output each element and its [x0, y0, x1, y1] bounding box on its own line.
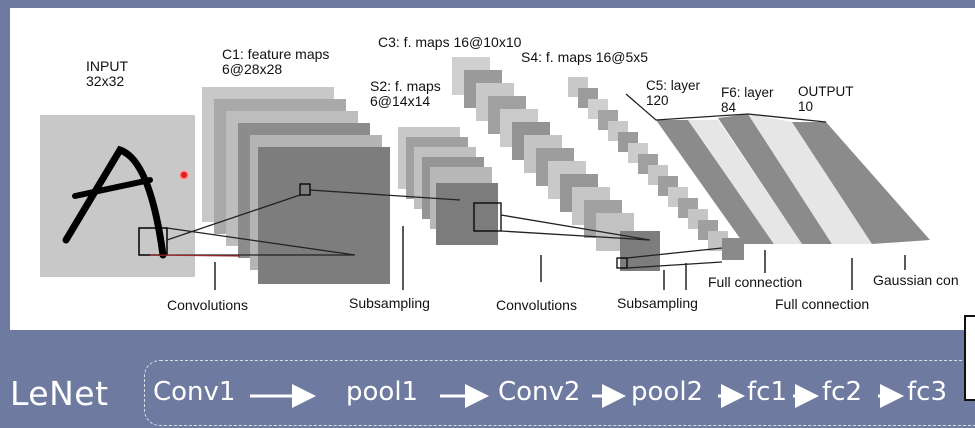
c5-label-line1: C5: layer: [646, 78, 701, 93]
s4-feature-maps: [568, 77, 744, 260]
op-conv1-label: Convolutions: [167, 297, 248, 313]
f6-label: F6: layer 84: [721, 85, 774, 115]
output-label-line2: 10: [798, 99, 814, 114]
conv2-projection: [500, 214, 651, 241]
step-fc3: fc3: [907, 377, 947, 407]
f6-layer: [718, 114, 832, 244]
op-gaussian-label: Gaussian con: [873, 272, 959, 288]
operation-ticks: [214, 226, 906, 290]
output-label-line1: OUTPUT: [798, 84, 854, 99]
input-label: INPUT 32x32: [86, 59, 128, 89]
c1-label: C1: feature maps 6@28x28: [222, 47, 329, 77]
lenet-title: LeNet: [10, 374, 109, 413]
s4-label: S4: f. maps 16@5x5: [521, 49, 649, 65]
c3-receptive-field: [616, 257, 628, 269]
pipeline-dashed-box: [144, 360, 975, 426]
input-letter-a: [62, 145, 167, 259]
qr-code-fragment: [964, 315, 975, 401]
s2-receptive-field: [473, 202, 502, 232]
input-label-line2: 32x32: [86, 73, 125, 89]
conv1-red-underline: [149, 254, 241, 257]
c1-feature-maps: [202, 87, 390, 284]
input-label-line1: INPUT: [86, 58, 128, 74]
step-conv1: Conv1: [153, 377, 236, 407]
output-layer: [792, 122, 930, 244]
c5-top-line: [625, 93, 827, 123]
c5-label: C5: layer 120: [646, 78, 700, 108]
s2-label-line2: 6@14x14: [370, 93, 431, 109]
op-fc2-label: Full connection: [775, 296, 870, 312]
input-image: [40, 115, 195, 277]
c5-layer-gap: [688, 120, 802, 244]
step-conv2: Conv2: [498, 377, 581, 407]
step-pool2: pool2: [631, 377, 704, 407]
input-letter-a-bar: [72, 177, 153, 199]
s2-label-line1: S2: f. maps: [370, 78, 441, 94]
c3-label: C3: f. maps 16@10x10: [378, 34, 522, 50]
op-sub2-label: Subsampling: [617, 295, 698, 311]
c1-receptive-field: [299, 183, 311, 196]
red-marker-dot: [179, 170, 189, 180]
sub2-projection: [626, 247, 723, 269]
c1-label-line2: 6@28x28: [222, 61, 283, 77]
c5-label-line2: 120: [646, 93, 669, 108]
step-fc1: fc1: [747, 377, 787, 407]
f6-label-line1: F6: layer: [721, 85, 774, 100]
f6-layer-gap: [748, 114, 872, 244]
step-pool1: pool1: [346, 377, 419, 407]
op-sub1-label: Subsampling: [349, 295, 430, 311]
op-fc1-label: Full connection: [708, 274, 803, 290]
f6-label-line2: 84: [721, 100, 737, 115]
step-fc2: fc2: [822, 377, 862, 407]
s2-label: S2: f. maps 6@14x14: [370, 79, 441, 109]
op-conv2-label: Convolutions: [496, 297, 577, 313]
sub1-projection: [309, 189, 461, 201]
s2-feature-maps: [398, 127, 498, 245]
c5-layer: [656, 120, 774, 244]
c1-label-line1: C1: feature maps: [222, 46, 330, 62]
output-label: OUTPUT 10: [798, 84, 854, 114]
